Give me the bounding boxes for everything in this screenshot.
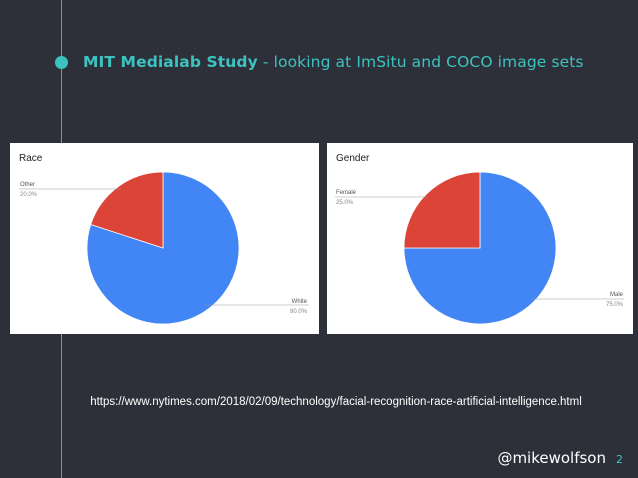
gender-label-female: Female [336, 190, 357, 196]
race-chart-card: Race Other 20.0% White 80.0% [10, 143, 319, 334]
author-handle: @mikewolfson [497, 449, 606, 467]
gender-value-female: 25.0% [336, 200, 354, 206]
gender-pie-chart: Female 25.0% Male 75.0% [335, 171, 624, 325]
gender-chart-card: Gender Female 25.0% Male 75.0% [327, 143, 633, 334]
gender-label-male: Male [610, 292, 624, 298]
race-value-white: 80.0% [290, 309, 308, 315]
slide-title-bold: MIT Medialab Study [83, 53, 258, 71]
race-label-white: White [292, 299, 308, 305]
title-bullet [55, 56, 68, 69]
race-pie-chart: Other 20.0% White 80.0% [19, 171, 309, 325]
page-number: 2 [616, 453, 623, 466]
race-label-other: Other [20, 182, 35, 188]
gender-slice-female [403, 171, 481, 249]
race-value-other: 20.0% [20, 192, 38, 198]
slide-title: MIT Medialab Study - looking at ImSitu a… [83, 53, 584, 71]
gender-chart-title: Gender [336, 153, 370, 164]
race-slice-other [90, 171, 164, 249]
gender-slice-male [403, 171, 557, 325]
slide-title-rest: - looking at ImSitu and COCO image sets [257, 53, 584, 71]
gender-value-male: 75.0% [606, 302, 624, 308]
race-chart-title: Race [19, 153, 43, 164]
source-link[interactable]: https://www.nytimes.com/2018/02/09/techn… [90, 396, 582, 408]
